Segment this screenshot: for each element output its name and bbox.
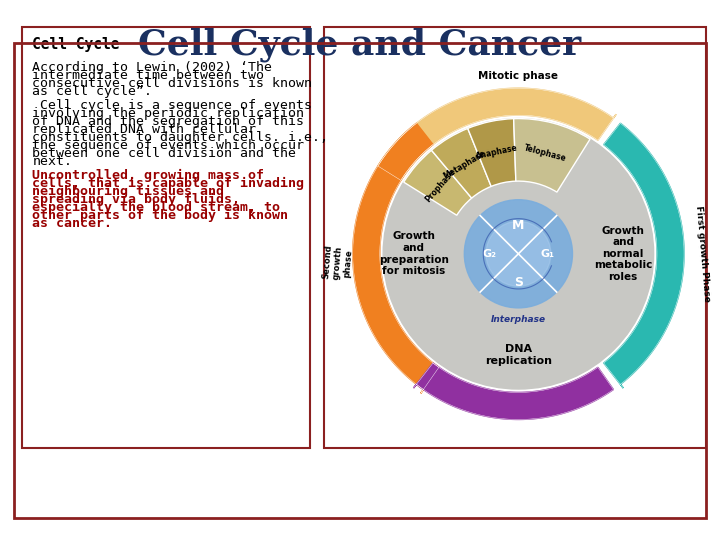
Text: Growth
and
preparation
for mitosis: Growth and preparation for mitosis [379,232,449,276]
Text: Prophase: Prophase [423,167,456,204]
Text: DNA
replication: DNA replication [485,345,552,366]
Circle shape [383,119,654,389]
Text: Growth
and
normal
metabolic
roles: Growth and normal metabolic roles [594,226,652,282]
Wedge shape [513,119,590,192]
Text: M: M [512,219,525,232]
Bar [324,27,706,448]
Text: consecutive cell divisions is known: consecutive cell divisions is known [32,77,312,90]
Circle shape [486,221,551,286]
Text: as cell cycle”.: as cell cycle”. [32,85,153,98]
Bar [14,43,706,518]
Text: intermediate time between two: intermediate time between two [32,69,264,82]
Text: especially the blood stream, to: especially the blood stream, to [32,201,280,214]
Text: other parts of the body is known: other parts of the body is known [32,209,289,222]
Text: replicated DNA with cellular: replicated DNA with cellular [32,123,256,136]
Wedge shape [431,129,491,198]
Text: G₁: G₁ [540,249,554,259]
Text: constituents to daughter cells. i.e.,: constituents to daughter cells. i.e., [32,131,328,144]
Text: next.: next. [32,155,73,168]
Text: Cell cycle is a sequence of events: Cell cycle is a sequence of events [32,99,312,112]
Text: Uncontrolled, growing mass of: Uncontrolled, growing mass of [32,168,264,182]
Text: between one cell division and the: between one cell division and the [32,147,297,160]
Wedge shape [404,150,472,215]
Text: Second
growth
phase: Second growth phase [321,244,354,281]
Wedge shape [468,119,516,186]
Text: of DNA and the segregation of this: of DNA and the segregation of this [32,115,305,128]
Circle shape [464,200,572,308]
Polygon shape [413,363,613,420]
Text: involving the periodic replication: involving the periodic replication [32,107,305,120]
Text: According to Lewin (2002) ‘The: According to Lewin (2002) ‘The [32,61,272,74]
Text: spreading via body fluids,: spreading via body fluids, [32,193,240,206]
Text: Telophase: Telophase [523,144,567,164]
Text: Synthesis phase: Synthesis phase [504,426,594,436]
Bar [22,27,310,448]
Polygon shape [378,88,616,180]
Text: Mitotic phase: Mitotic phase [478,71,559,82]
Text: neighbouring tissues and: neighbouring tissues and [32,185,225,198]
Text: Cell Cycle: Cell Cycle [32,37,120,52]
Text: Interphase: Interphase [491,315,546,323]
Polygon shape [353,123,439,393]
Text: the sequence of events which occur: the sequence of events which occur [32,139,305,152]
Polygon shape [604,123,684,388]
Text: Anaphase: Anaphase [475,143,518,161]
Text: G₂: G₂ [482,249,497,259]
Text: cells, that is capable of invading: cells, that is capable of invading [32,177,305,190]
Text: Metaphase: Metaphase [442,148,487,181]
Text: First growth Phase: First growth Phase [694,205,711,302]
Text: S: S [514,276,523,289]
Text: Cell Cycle and Cancer: Cell Cycle and Cancer [138,27,582,62]
Text: as cancer.: as cancer. [32,217,112,230]
